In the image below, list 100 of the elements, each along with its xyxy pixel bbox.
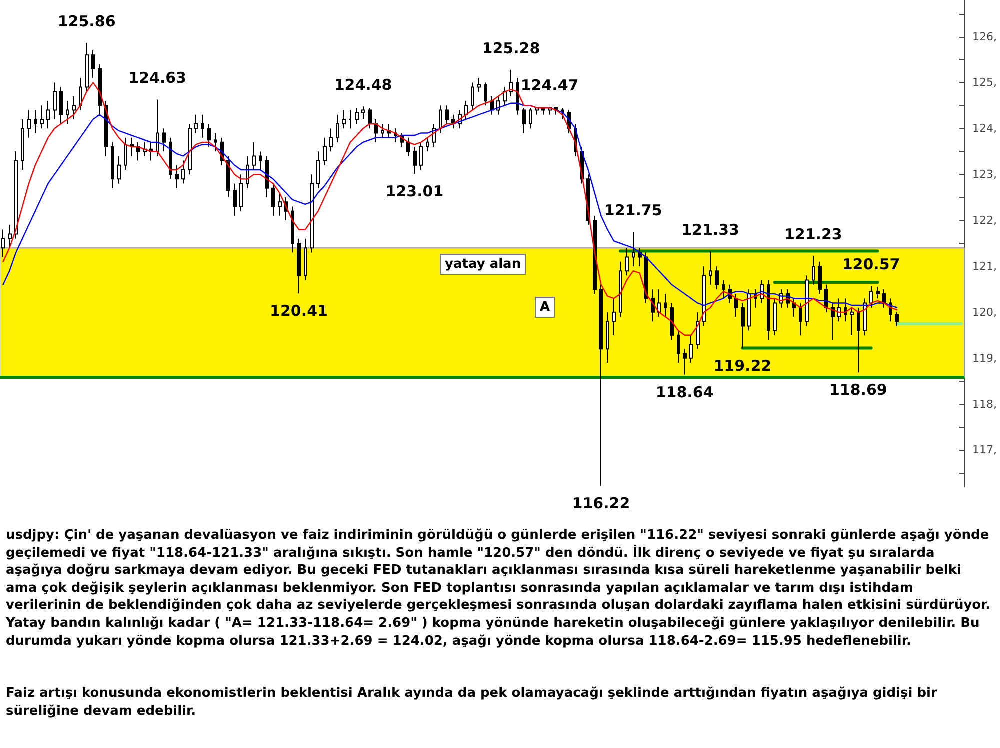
candlestick xyxy=(259,151,262,170)
candlestick xyxy=(419,142,423,170)
candlestick xyxy=(79,78,82,111)
candlestick xyxy=(863,298,867,336)
candlestick xyxy=(869,286,873,308)
candlestick xyxy=(91,50,95,79)
candlestick xyxy=(406,137,410,157)
candlestick xyxy=(21,118,24,170)
candlestick xyxy=(297,238,301,294)
candlestick xyxy=(368,107,372,130)
candlestick xyxy=(451,114,455,130)
candlestick xyxy=(85,42,89,92)
candlestick xyxy=(381,124,384,138)
y-tick-label: 119, xyxy=(972,352,998,365)
candlestick xyxy=(818,261,822,295)
text: 120.57 xyxy=(842,256,900,274)
candlestick xyxy=(619,261,622,318)
candlestick xyxy=(181,160,185,184)
candlestick xyxy=(136,142,140,162)
candlestick xyxy=(593,215,597,295)
candlestick xyxy=(46,100,50,130)
candlestick xyxy=(831,302,835,340)
candlestick xyxy=(464,100,468,120)
candlestick xyxy=(329,128,333,152)
y-tick-label: 124, xyxy=(972,122,998,136)
candlestick xyxy=(683,348,687,376)
candlestick xyxy=(316,151,320,189)
candlestick xyxy=(310,174,314,254)
candlestick xyxy=(387,124,391,138)
candlestick xyxy=(252,142,256,170)
candlestick xyxy=(111,142,114,189)
candlestick xyxy=(664,294,667,318)
candlestick xyxy=(156,99,159,157)
candlestick xyxy=(599,284,603,487)
candlestick xyxy=(850,307,854,336)
candlestick xyxy=(767,280,770,340)
candlestick xyxy=(445,105,449,125)
text: 118.64 xyxy=(656,383,714,402)
candlestick xyxy=(72,96,76,120)
candlestick xyxy=(59,86,63,125)
candlestick xyxy=(522,107,526,134)
text: 121.33 xyxy=(682,220,740,239)
candlestick xyxy=(625,248,629,276)
candlestick xyxy=(837,298,841,322)
candlestick xyxy=(336,114,339,143)
y-tick-label: 118, xyxy=(972,398,998,411)
y-tick-label: 120, xyxy=(972,306,998,319)
candlestick xyxy=(124,137,127,170)
text: 121.75 xyxy=(604,202,662,220)
candlestick xyxy=(792,298,796,318)
text: 120.41 xyxy=(270,302,328,320)
candlestick xyxy=(895,312,899,327)
candlestick xyxy=(130,137,134,157)
text: Faiz artışı konusunda ekonomistlerin beklentisi Aralık ayında da pek olamayacağı şeklinde arttığından fiyatın aşağıya gidişi bir süreliğine devam edebilir. xyxy=(6,685,938,720)
text: 124.47 xyxy=(520,76,579,95)
candlestick xyxy=(644,252,648,304)
candlestick xyxy=(439,105,442,134)
candlestick xyxy=(175,164,179,189)
y-tick-label: 117, xyxy=(972,444,998,457)
candlestick xyxy=(40,105,44,130)
candlestick xyxy=(271,183,275,216)
text: 118.69 xyxy=(829,381,888,400)
candlestick xyxy=(734,294,738,318)
candlestick xyxy=(709,250,712,286)
candlestick xyxy=(651,288,655,322)
candlestick xyxy=(529,107,532,130)
candlestick xyxy=(169,137,172,180)
candlestick xyxy=(612,298,616,336)
candlestick xyxy=(812,255,815,286)
candlestick xyxy=(66,100,69,125)
candlestick xyxy=(516,78,519,116)
candlestick xyxy=(201,114,204,138)
candlestick xyxy=(239,174,243,212)
candlestick xyxy=(194,114,198,134)
candlestick xyxy=(632,232,635,267)
text: 125.86 xyxy=(58,12,116,31)
y-tick-label: 121, xyxy=(972,260,998,273)
candlestick xyxy=(1,229,5,258)
candlestick xyxy=(702,266,706,327)
candlestick xyxy=(349,110,352,130)
text: 123.01 xyxy=(386,182,444,201)
candlestick xyxy=(207,124,211,148)
candlestick xyxy=(857,307,860,374)
candlestick xyxy=(773,298,777,336)
text: 121.23 xyxy=(784,225,842,244)
text: 124.63 xyxy=(128,69,186,88)
candlestick xyxy=(188,124,192,176)
candlestick xyxy=(226,156,230,198)
y-tick-label: 125, xyxy=(972,76,998,90)
candlestick xyxy=(799,302,802,336)
candlestick xyxy=(265,156,269,198)
annotation: A xyxy=(535,297,556,318)
candlestick xyxy=(670,302,674,340)
candlestick xyxy=(677,330,680,364)
text: 116.22 xyxy=(572,494,630,513)
text: 124.48 xyxy=(334,76,392,94)
candlestick xyxy=(34,110,37,134)
y-tick-label: 122, xyxy=(972,214,998,228)
candlestick xyxy=(214,132,217,152)
candlestick xyxy=(162,128,166,152)
